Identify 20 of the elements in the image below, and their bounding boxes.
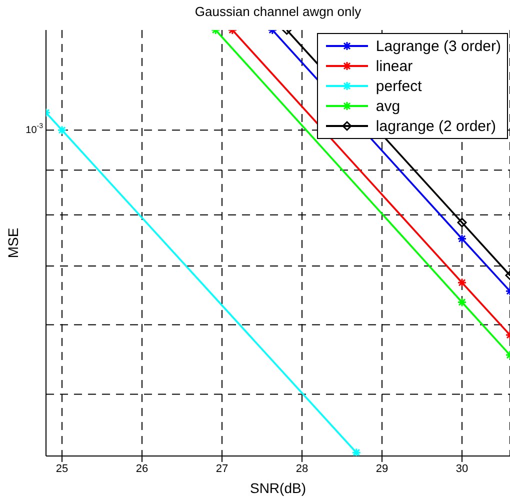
x-tick-label: 29 — [376, 462, 388, 475]
x-tick-label: 27 — [216, 462, 228, 475]
legend-label: lagrange (2 order) — [376, 118, 496, 134]
legend-label: linear — [376, 58, 413, 74]
x-tick-label: 25 — [56, 462, 68, 475]
legend-label: avg — [376, 98, 400, 114]
y-axis-title: MSE — [5, 228, 21, 258]
x-tick-label: 26 — [136, 462, 148, 475]
point — [457, 278, 467, 288]
point — [457, 218, 467, 228]
chart-title: Gaussian channel awgn only — [194, 4, 362, 19]
legend-label: perfect — [376, 78, 422, 94]
x-tick-label: 30 — [456, 462, 468, 475]
point — [457, 234, 467, 244]
point — [352, 448, 362, 456]
text: 10$^{-3}$ — [26, 123, 44, 136]
x-axis-title: SNR(dB) — [250, 480, 306, 496]
x-tick-label: 28 — [296, 462, 308, 475]
point — [457, 297, 467, 307]
legend-label: Lagrange (3 order) — [376, 38, 501, 54]
